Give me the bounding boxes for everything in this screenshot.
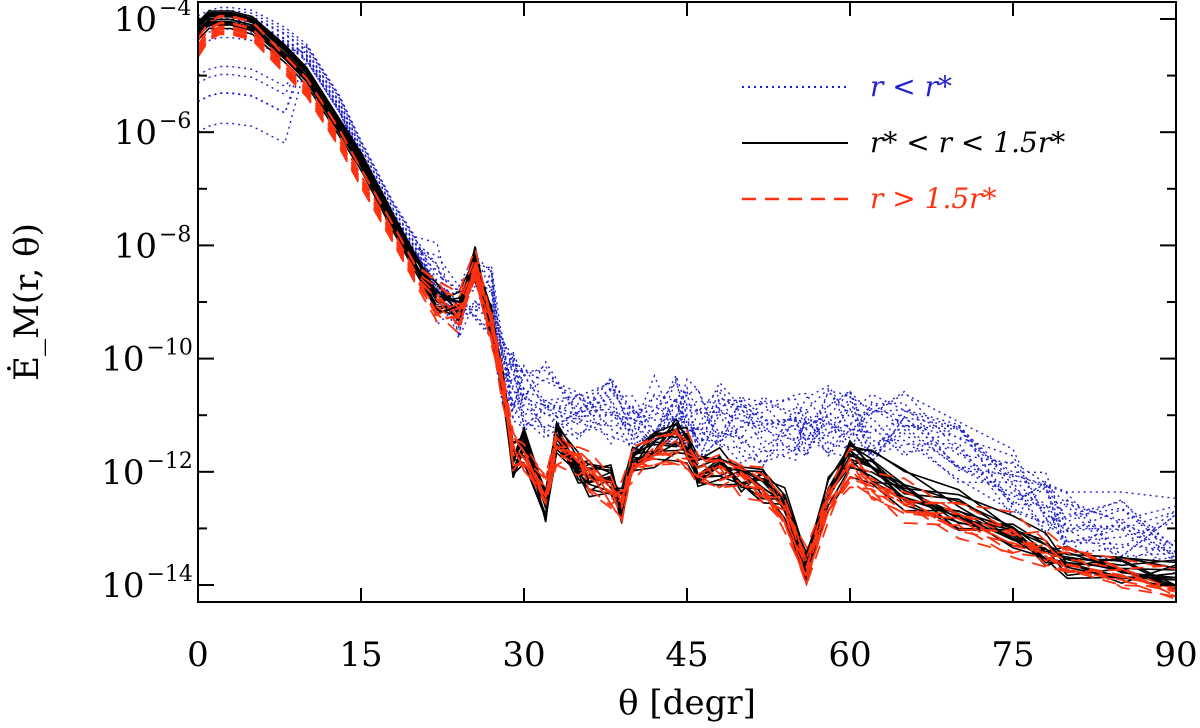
y-tick-exponent: −12 [147,449,193,474]
y-tick-label: 10 [101,453,144,493]
series-line-2-11 [197,21,1177,592]
series-line-0-1 [197,18,1177,550]
series-line-1-7 [197,21,1177,590]
series-line-0-12 [197,23,1177,576]
series-line-1-14 [197,23,1177,582]
y-tick-exponent: −10 [147,336,193,361]
series-line-2-7 [197,28,1177,598]
series-line-2-9 [197,30,1177,589]
series-line-0-2 [197,13,1177,547]
series-line-1-10 [197,18,1177,590]
series-line-1-5 [197,22,1177,586]
y-tick-label: 10 [114,226,157,266]
series-line-0-6 [197,14,1177,553]
y-tick-label: 10 [114,0,157,40]
legend-label-1: r* < r < 1.5r* [870,126,1065,159]
series-line-0-11 [197,22,1177,559]
series-line-0-0 [197,23,1177,558]
curves-layer [197,6,1177,601]
series-line-1-11 [197,14,1177,579]
series-line-2-8 [197,33,1177,593]
y-axis-label: Ė_M(r, θ) [7,223,47,381]
y-tick-exponent: −6 [159,109,191,134]
series-line-0-19 [197,59,1177,531]
series-line-1-6 [197,10,1177,570]
series-line-1-12 [197,18,1177,589]
y-tick-exponent: −14 [147,562,193,587]
legend: r < r* r* < r < 1.5r* r > 1.5r* [742,70,1065,215]
series-line-0-16 [197,53,1177,553]
x-tick-label: 60 [828,635,871,675]
series-line-2-10 [197,25,1177,598]
x-tick-label: 0 [187,635,209,675]
ticks-layer [197,2,1177,602]
series-line-0-3 [197,18,1177,564]
legend-label-0: r < r* [870,70,952,103]
series-line-0-7 [197,21,1177,563]
x-tick-label: 90 [1154,635,1197,675]
x-axis-label: θ [degr] [618,683,756,723]
x-tick-labels: 0 15 30 45 60 75 90 [187,635,1197,675]
series-line-0-5 [197,18,1177,556]
series-line-0-4 [197,9,1177,558]
series-line-0-18 [197,43,1177,504]
series-line-0-10 [197,6,1177,549]
y-tick-exponent: −8 [159,222,191,247]
y-tick-label: 10 [114,113,157,153]
x-tick-label: 45 [665,635,708,675]
y-tick-label: 10 [101,566,144,606]
legend-label-2: r > 1.5r* [870,182,997,215]
y-tick-label: 10 [101,340,144,380]
x-tick-label: 15 [339,635,382,675]
plot-frame [197,1,1177,603]
x-tick-label: 30 [502,635,545,675]
series-line-1-3 [197,11,1177,567]
series-line-2-2 [197,14,1177,570]
series-line-0-13 [197,28,1177,563]
series-line-2-4 [197,25,1177,588]
x-tick-label: 75 [991,635,1034,675]
y-tick-exponent: −4 [159,0,191,21]
